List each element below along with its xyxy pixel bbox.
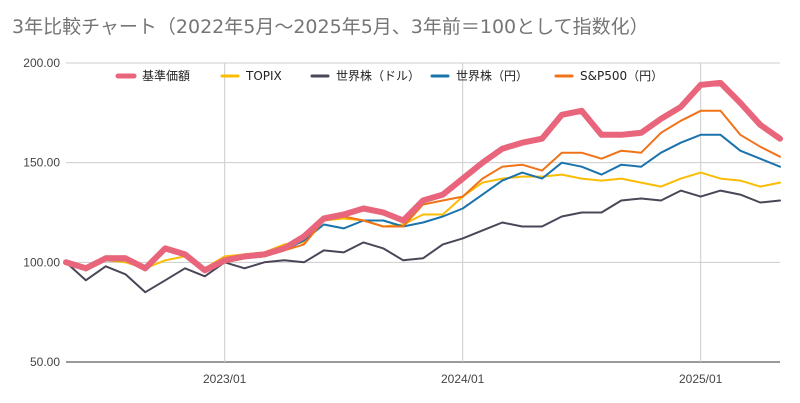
legend-label-3: 世界株（円） [456, 68, 528, 83]
legend-label-1: TOPIX [245, 69, 282, 83]
legend-label-0: 基準価額 [142, 68, 190, 83]
series-line-1 [65, 171, 781, 270]
series-line-4 [65, 109, 781, 272]
series-line-0 [63, 79, 783, 274]
y-tick-label: 100.00 [23, 255, 60, 269]
y-tick-label: 50.00 [30, 355, 60, 369]
y-tick-label: 200.00 [23, 56, 60, 70]
y-tick-label: 150.00 [23, 156, 60, 170]
series-line-2 [65, 189, 781, 294]
x-tick-label: 2025/01 [679, 372, 723, 386]
x-tick-label: 2024/01 [441, 372, 485, 386]
legend-label-2: 世界株（ドル） [336, 68, 420, 83]
x-tick-label: 2023/01 [203, 372, 247, 386]
legend-label-4: S&P500（円） [580, 69, 663, 83]
chart-title: 3年比較チャート（2022年5月～2025年5月、3年前＝100として指数化） [12, 16, 649, 38]
